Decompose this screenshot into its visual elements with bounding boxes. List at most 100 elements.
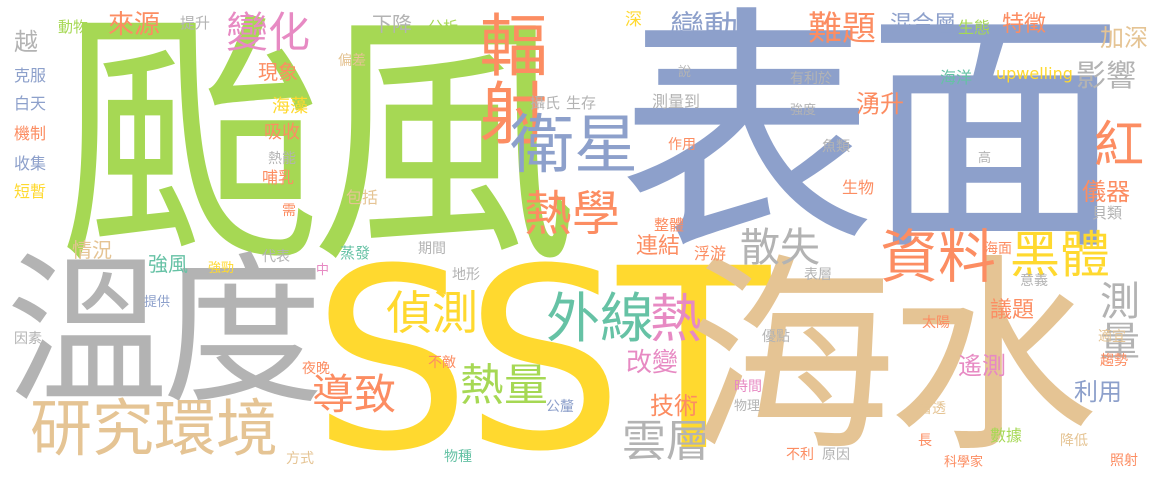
word-factor: 因素 — [14, 331, 42, 347]
word-reduce: 降低 — [1060, 433, 1088, 449]
word-dissipate: 散失 — [740, 225, 820, 271]
word-satellite: 衛星 — [510, 109, 638, 183]
word-instrument: 儀器 — [1082, 178, 1130, 206]
word-daytime: 白天 — [14, 94, 47, 113]
word-blackbody: 黑體 — [1010, 226, 1110, 284]
word-unmatched: 不敵 — [428, 355, 456, 371]
word-technology: 技術 — [650, 392, 698, 420]
word-thermodynamics: 熱學 — [524, 186, 621, 242]
word-reason: 原因 — [822, 447, 850, 463]
word-celsius: 攝氏 — [530, 94, 561, 112]
word-ocean: 海洋 — [940, 68, 973, 87]
word-upwelling-en: upwelling — [996, 64, 1073, 83]
word-measure: 測量 — [1093, 280, 1139, 360]
word-change-dong: 變動 — [670, 9, 738, 49]
word-data: 資料 — [880, 223, 997, 291]
word-illuminate: 照射 — [1110, 453, 1138, 469]
word-infrared: 外線 — [546, 287, 654, 350]
word-alter: 改變 — [626, 348, 679, 378]
word-collect: 收集 — [14, 154, 47, 173]
word-source: 來源 — [108, 10, 161, 40]
word-trend: 趨勢 — [1100, 353, 1128, 369]
word-sun: 太陽 — [922, 315, 950, 331]
word-mechanism: 機制 — [14, 124, 47, 143]
word-radiation: 輻射 — [467, 10, 546, 146]
word-animal: 動物 — [58, 18, 89, 36]
word-surface-layer: 表層 — [804, 267, 832, 283]
word-ecology: 生態 — [958, 18, 991, 37]
word-improve: 提升 — [180, 14, 211, 32]
word-change-hua: 變化 — [226, 8, 311, 57]
word-intensity: 強度 — [790, 103, 817, 118]
word-phenomenon: 現象 — [258, 60, 298, 84]
word-surface: 表面 — [618, 0, 1124, 285]
word-cloud-layer: 雲層 — [622, 416, 710, 467]
word-long: 長 — [918, 433, 932, 449]
word-lead-to: 導致 — [312, 370, 397, 419]
word-bias: 偏差 — [338, 53, 366, 69]
word-provide: 提供 — [144, 295, 171, 310]
word-whole: 整體 — [654, 216, 685, 234]
word-physics: 物理 — [734, 399, 761, 414]
word-effect: 作用 — [668, 137, 696, 153]
word-see-through: 看透 — [918, 401, 946, 417]
word-remote-sensing: 遙測 — [958, 352, 1006, 380]
word-difficulty: 難題 — [808, 9, 876, 49]
word-beneficial: 有利於 — [790, 71, 832, 87]
word-absorb: 吸收 — [264, 122, 300, 143]
word-decline: 下降 — [372, 12, 412, 36]
word-night: 夜晚 — [302, 361, 330, 377]
word-figures: 數據 — [990, 426, 1023, 445]
word-plankton: 浮游 — [694, 244, 727, 263]
word-time: 時間 — [734, 379, 762, 395]
word-high: 高 — [978, 151, 992, 166]
word-strong-wind: 強風 — [148, 252, 188, 276]
word-organism: 生物 — [842, 178, 875, 197]
word-evaporate: 蒸發 — [340, 244, 371, 262]
word-sst: SST — [312, 215, 770, 482]
word-middle: 中 — [316, 263, 330, 278]
word-short: 短暫 — [14, 182, 47, 201]
word-typhoon: 颱風 — [56, 0, 578, 300]
word-research-env: 研究環境 — [30, 392, 279, 465]
word-shellfish: 貝類 — [1092, 204, 1123, 222]
word-scientist: 科學家 — [944, 455, 984, 470]
word-red: 紅 — [1086, 118, 1144, 168]
word-method: 方式 — [286, 451, 314, 467]
word-mammal: 哺乳 — [262, 168, 295, 187]
word-say: 說 — [678, 65, 692, 80]
word-overcome: 克服 — [14, 66, 47, 85]
word-detect: 偵測 — [386, 286, 478, 340]
word-feature: 特徵 — [1002, 12, 1047, 37]
word-represent: 代表 — [262, 249, 290, 265]
word-need: 需 — [282, 203, 296, 219]
word-situation: 情況 — [72, 238, 112, 262]
word-heat-amount: 熱量 — [460, 360, 548, 411]
word-thermal-energy: 熱能 — [268, 151, 296, 167]
word-seaweed: 海藻 — [272, 96, 308, 117]
word-upwelling-zh: 湧升 — [856, 90, 904, 118]
word-unfavorable: 不利 — [786, 447, 814, 463]
word-advantage: 優點 — [762, 329, 790, 345]
word-include: 包括 — [346, 188, 379, 207]
word-kilometer: 公釐 — [546, 399, 574, 415]
word-use: 利用 — [1074, 378, 1122, 406]
word-terrain: 地形 — [452, 267, 480, 283]
word-analysis: 分析 — [428, 18, 459, 36]
word-temperature: 溫度 — [6, 239, 324, 427]
word-seawater: 海水 — [686, 236, 1098, 481]
word-meaning: 意義 — [1020, 273, 1048, 289]
word-mixed-layer: 混合層 — [890, 12, 957, 37]
word-suitable: 適宜 — [1098, 329, 1126, 345]
word-deepen: 加深 — [1100, 24, 1148, 52]
word-heat: 熱 — [650, 290, 703, 350]
word-yue: 越 — [14, 28, 38, 56]
word-influence: 影響 — [1076, 59, 1136, 94]
word-sea-surface: 海面 — [984, 241, 1012, 257]
word-intensify: 強勁 — [208, 261, 235, 276]
word-survive: 生存 — [566, 94, 597, 112]
word-deep: 深 — [621, 10, 641, 27]
word-connect: 連結 — [636, 234, 681, 259]
word-species: 物種 — [444, 449, 472, 465]
